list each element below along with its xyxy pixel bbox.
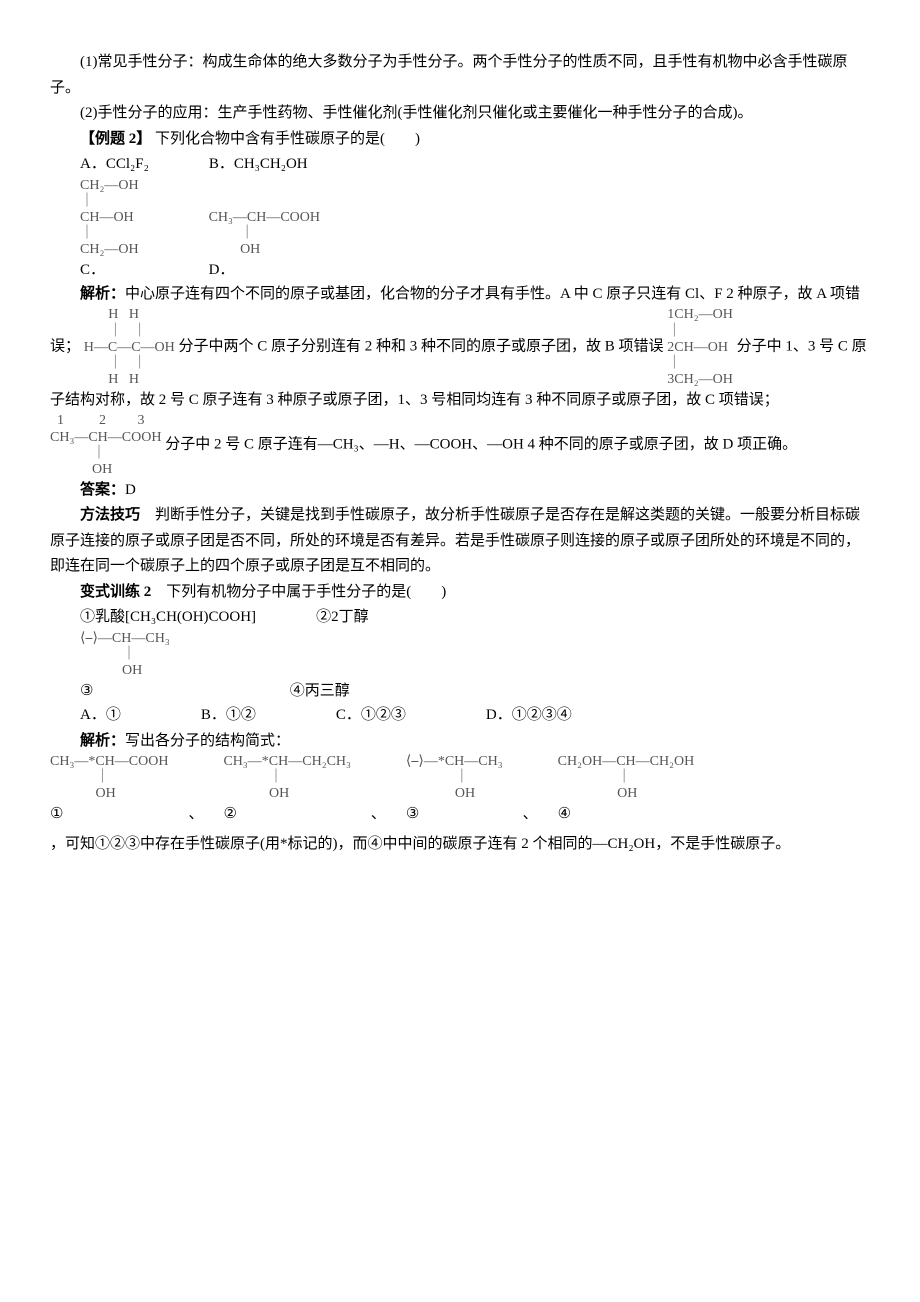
option-d-label: D． <box>209 262 235 278</box>
analysis2-sep2: 、 <box>371 802 386 828</box>
method-label: 方法技巧 <box>80 507 140 523</box>
analysis2-s2-label: ② <box>223 806 236 822</box>
variant2-title: 变式训练 2 <box>80 584 151 600</box>
method-paragraph: 方法技巧 判断手性分子，关键是找到手性碳原子，故分析手性碳原子是否存在是解这类题… <box>50 503 870 580</box>
analysis2-s2-struct: CH₃—*CH—CH₂CH₃ ｜ OH <box>223 754 350 802</box>
example2-text: 下列化合物中含有手性碳原子的是( ) <box>155 131 420 147</box>
analysis-t4: 分子中 2 号 C 原子连有—CH₃、—H、—COOH、—OH 4 种不同的原子… <box>165 437 797 453</box>
variant2-text: 下列有机物分子中属于手性分子的是( ) <box>151 584 446 600</box>
analysis2-s4-struct: CH₂OH—CH—CH₂OH ｜ OH <box>558 754 695 802</box>
analysis-label: 解析： <box>80 286 125 302</box>
variant2-item4: ④丙三醇 <box>290 679 350 703</box>
variant2-item1: ①乳酸[CH₃CH(OH)COOH] <box>80 605 256 631</box>
answer-line: 答案：D <box>50 478 870 504</box>
answer-label: 答案： <box>80 482 125 498</box>
paragraph-1: (1)常见手性分子：构成生命体的绝大多数分子为手性分子。两个手性分子的性质不同，… <box>50 50 870 101</box>
analysis-t2: 分子中两个 C 原子分别连有 2 种和 3 种不同的原子或原子团，故 B 项错误 <box>179 339 664 355</box>
variant2-stem: 变式训练 2 下列有机物分子中属于手性分子的是( ) <box>50 580 870 606</box>
analysis2-s1-label: ① <box>50 806 63 822</box>
paragraph-2: (2)手性分子的应用：生产手性药物、手性催化剂(手性催化剂只催化或主要催化一种手… <box>50 101 870 127</box>
variant2-option-b: B．①② <box>201 703 256 729</box>
analysis-struct-d: 1 2 3 CH₃—CH—COOH ｜ OH <box>50 413 161 477</box>
option-d: CH₃—CH—COOH ｜ OH D． <box>209 210 320 282</box>
option-a: A．CCl₂F₂ <box>80 152 149 178</box>
analysis-line1: 解析：中心原子连有四个不同的原子或基团，化合物的分子才具有手性。A 中 C 原子… <box>50 282 870 478</box>
analysis2-s4-label: ④ <box>558 806 571 822</box>
variant2-items-12: ①乳酸[CH₃CH(OH)COOH] ②2­丁醇 <box>80 605 870 631</box>
option-d-struct: CH₃—CH—COOH ｜ OH <box>209 210 320 258</box>
method-text: 判断手性分子，关键是找到手性碳原子，故分析手性碳原子是否存在是解这类题的关键。一… <box>50 507 860 574</box>
analysis2-s3-label: ③ <box>406 806 419 822</box>
analysis2-s1-struct: CH₃—*CH—COOH ｜ OH <box>50 754 168 802</box>
variant2-item3-label: ③ <box>80 679 98 703</box>
option-c-struct: CH₂—OH ｜ CH—OH ｜ CH₂—OH <box>80 178 139 258</box>
analysis2-sep1: 、 <box>188 802 203 828</box>
analysis2-s1: CH₃—*CH—COOH ｜ OH ① <box>50 754 168 828</box>
variant2-option-c: C．①②③ <box>336 703 406 729</box>
analysis-struct-b: H H ｜ ｜ H—C—C—OH ｜ ｜ H H <box>84 307 175 387</box>
example2-options-ab: A．CCl₂F₂ B．CH₃CH₂OH <box>80 152 870 178</box>
analysis2-s4: CH₂OH—CH—CH₂OH ｜ OH ④ <box>558 754 695 828</box>
example2-title: 【例题 2】 <box>80 131 151 147</box>
example2-stem: 【例题 2】 下列化合物中含有手性碳原子的是( ) <box>50 127 870 153</box>
analysis2-sep3: 、 <box>523 802 538 828</box>
option-b: B．CH₃CH₂OH <box>209 152 308 178</box>
analysis2-s3-struct: ⟨⎯⟩—*CH—CH₃ ｜ OH <box>406 754 503 802</box>
variant2-option-d: D．①②③④ <box>486 703 572 729</box>
analysis2-s2: CH₃—*CH—CH₂CH₃ ｜ OH ② <box>223 754 350 828</box>
variant2-item3-struct: ⟨⎯⟩—CH—CH₃ ｜ OH <box>80 631 170 679</box>
example2-options-cd: CH₂—OH ｜ CH—OH ｜ CH₂—OH C． CH₃—CH—COOH ｜… <box>80 178 870 282</box>
analysis-struct-c: 1CH₂—OH ｜ 2CH—OH ｜ 3CH₂—OH <box>667 307 733 387</box>
variant2-item2: ②2­丁醇 <box>316 605 369 631</box>
option-c-label: C． <box>80 262 105 278</box>
analysis2-s3: ⟨⎯⟩—*CH—CH₃ ｜ OH ③ <box>406 754 503 828</box>
analysis2-lead-text: 写出各分子的结构简式： <box>125 733 290 749</box>
analysis2-tail: ，可知①②③中存在手性碳原子(用*标记的)，而④中中间的碳原子连有 2 个相同的… <box>50 832 850 858</box>
analysis2-lead: 解析：写出各分子的结构简式： <box>50 729 870 755</box>
option-c: CH₂—OH ｜ CH—OH ｜ CH₂—OH C． <box>80 178 139 282</box>
variant2-item3: ⟨⎯⟩—CH—CH₃ ｜ OH ③ <box>80 631 170 703</box>
variant2-options: A．① B．①② C．①②③ D．①②③④ <box>80 703 870 729</box>
answer-value: D <box>125 482 136 498</box>
analysis2-structs: CH₃—*CH—COOH ｜ OH ① 、 CH₃—*CH—CH₂CH₃ ｜ O… <box>50 754 870 861</box>
variant2-items-34: ⟨⎯⟩—CH—CH₃ ｜ OH ③ ④丙三醇 <box>80 631 870 703</box>
analysis2-label: 解析： <box>80 733 125 749</box>
variant2-option-a: A．① <box>80 703 121 729</box>
